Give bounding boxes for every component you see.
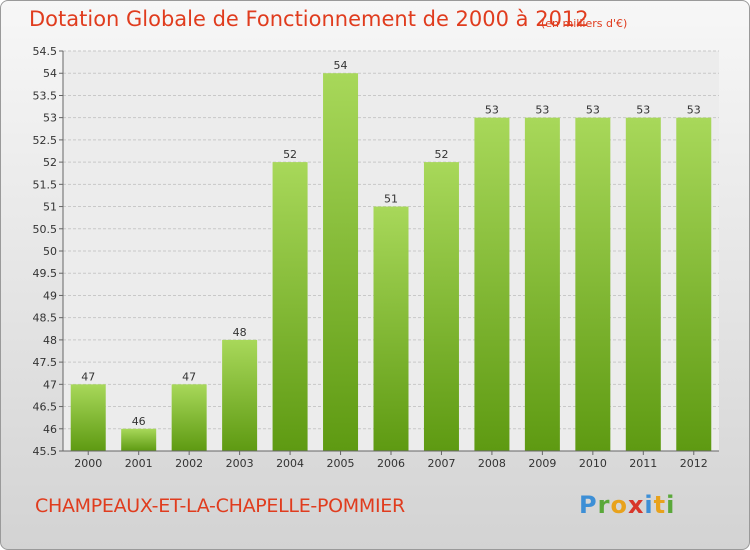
bar — [121, 428, 157, 451]
x-tick-label: 2003 — [226, 457, 254, 470]
data-label: 52 — [434, 148, 448, 161]
y-tick-label: 47 — [43, 378, 57, 391]
x-tick-label: 2010 — [579, 457, 607, 470]
chart-title: Dotation Globale de Fonctionnement de 20… — [29, 7, 589, 31]
y-tick-label: 47.5 — [33, 356, 58, 369]
bar — [625, 117, 661, 452]
bar — [70, 384, 106, 451]
bar — [524, 117, 560, 452]
y-tick-label: 51.5 — [33, 178, 58, 191]
labels: 45.5 46 46.5 47 47.5 48 48.5 49 49.5 50 50.5 51 51.5… — [33, 45, 708, 470]
data-label: 47 — [81, 370, 95, 383]
x-tick-label: 2005 — [327, 457, 355, 470]
logo-letter: t — [653, 491, 667, 519]
data-label: 46 — [132, 415, 146, 428]
y-tick-label: 52 — [43, 156, 57, 169]
x-tick-label: 2007 — [427, 457, 455, 470]
y-tick-label: 46 — [43, 423, 57, 436]
logo-letter: x — [627, 491, 645, 519]
data-label: 53 — [687, 104, 701, 117]
y-tick-label: 50 — [43, 245, 57, 258]
bars — [70, 73, 712, 452]
logo-letter: i — [666, 491, 676, 519]
bar — [474, 117, 510, 452]
y-tick-label: 48 — [43, 334, 57, 347]
bar — [575, 117, 611, 452]
data-label: 53 — [636, 104, 650, 117]
y-tick-label: 49 — [43, 289, 57, 302]
bar — [676, 117, 712, 452]
data-label: 53 — [586, 104, 600, 117]
bar — [222, 339, 258, 451]
x-tick-label: 2002 — [175, 457, 203, 470]
y-tick-label: 54 — [43, 67, 57, 80]
x-tick-label: 2004 — [276, 457, 304, 470]
x-tick-label: 2006 — [377, 457, 405, 470]
y-tick-label: 49.5 — [33, 267, 58, 280]
bar — [423, 162, 459, 451]
x-tick-label: 2012 — [680, 457, 708, 470]
data-label: 53 — [535, 104, 549, 117]
commune-name: CHAMPEAUX-ET-LA-CHAPELLE-POMMIER — [35, 495, 405, 517]
x-tick-label: 2008 — [478, 457, 506, 470]
x-tick-label: 2009 — [528, 457, 556, 470]
y-tick-label: 46.5 — [33, 401, 58, 414]
y-tick-label: 53.5 — [33, 89, 58, 102]
data-label: 52 — [283, 148, 297, 161]
logo-letter: P — [579, 491, 598, 519]
y-tick-label: 52.5 — [33, 134, 58, 147]
bar — [373, 206, 409, 451]
data-label: 47 — [182, 370, 196, 383]
bar — [171, 384, 207, 451]
chart-subtitle: (en milliers d'€) — [541, 17, 628, 30]
y-tick-label: 54.5 — [33, 45, 58, 58]
x-tick-label: 2001 — [125, 457, 153, 470]
y-tick-label: 48.5 — [33, 312, 58, 325]
bar — [272, 162, 308, 451]
logo-letter: o — [610, 491, 628, 519]
x-tick-label: 2000 — [74, 457, 102, 470]
logo-letter: r — [597, 491, 611, 519]
data-label: 54 — [334, 59, 348, 72]
y-tick-label: 53 — [43, 112, 57, 125]
y-tick-label: 51 — [43, 201, 57, 214]
x-tick-label: 2011 — [629, 457, 657, 470]
data-label: 53 — [485, 104, 499, 117]
bar — [323, 73, 359, 451]
proxiti-logo: Proxiti — [579, 491, 675, 519]
data-label: 51 — [384, 193, 398, 206]
logo-letter: i — [644, 491, 654, 519]
data-label: 48 — [233, 326, 247, 339]
y-tick-label: 50.5 — [33, 223, 58, 236]
y-tick-label: 45.5 — [33, 445, 58, 458]
axes — [59, 50, 719, 455]
